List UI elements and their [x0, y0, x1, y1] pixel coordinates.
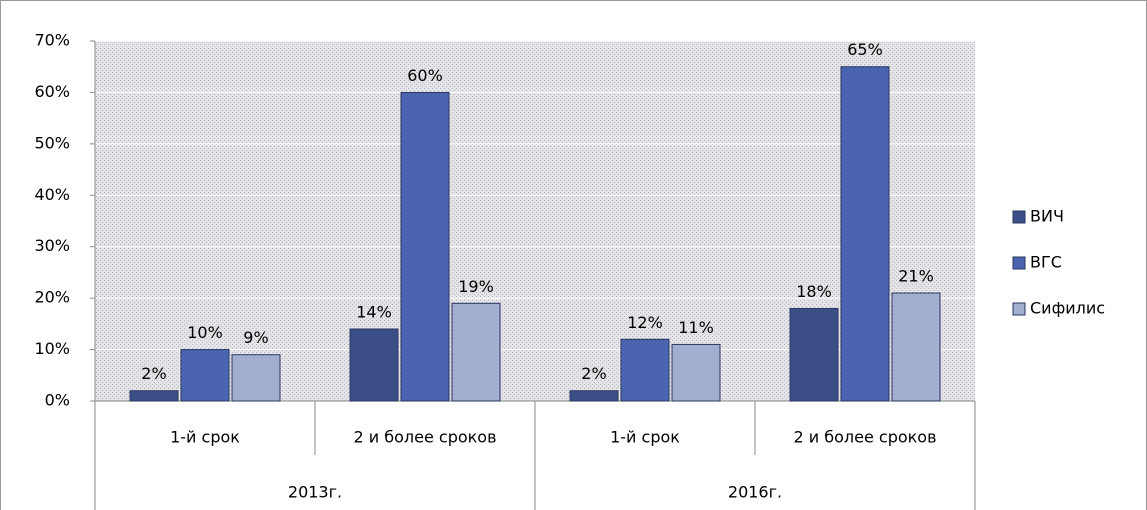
x-tick-label: 1-й срок [170, 428, 240, 447]
legend-swatch [1012, 210, 1026, 224]
y-tick-label: 40% [34, 185, 70, 204]
bar [451, 302, 501, 402]
legend-swatch [1012, 256, 1026, 270]
bar [789, 307, 839, 402]
y-tick-label: 30% [34, 236, 70, 255]
legend-label: ВИЧ [1030, 207, 1064, 226]
legend-label: ВГС [1030, 253, 1062, 272]
legend-label: Сифилис [1030, 299, 1105, 318]
y-tick-label: 50% [34, 133, 70, 152]
y-tick-label: 60% [34, 82, 70, 101]
data-label: 14% [356, 303, 392, 322]
group-label: 2013г. [288, 483, 342, 502]
bar [620, 338, 670, 402]
bar [129, 390, 179, 402]
data-label: 2% [141, 364, 166, 383]
data-label: 11% [678, 318, 714, 337]
bar [569, 390, 619, 402]
data-label: 12% [627, 313, 663, 332]
bar [671, 343, 721, 402]
bar [400, 91, 450, 402]
bar [180, 349, 230, 402]
bar [891, 292, 941, 402]
y-tick-label: 20% [34, 288, 70, 307]
data-label: 19% [458, 277, 494, 296]
y-tick-label: 70% [34, 31, 70, 50]
x-tick-label: 1-й срок [610, 428, 680, 447]
y-tick-label: 0% [45, 391, 70, 410]
data-label: 21% [898, 267, 934, 286]
data-label: 2% [581, 364, 606, 383]
legend-swatch [1012, 302, 1026, 316]
y-tick-label: 10% [34, 339, 70, 358]
x-tick-label: 2 и более сроков [793, 428, 936, 447]
bar [840, 66, 890, 402]
group-label: 2016г. [728, 483, 782, 502]
data-label: 60% [407, 66, 443, 85]
data-label: 9% [243, 328, 268, 347]
data-label: 65% [847, 40, 883, 59]
data-label: 18% [796, 282, 832, 301]
bar [349, 328, 399, 402]
x-tick-label: 2 и более сроков [353, 428, 496, 447]
data-label: 10% [187, 323, 223, 342]
bar [231, 354, 281, 402]
